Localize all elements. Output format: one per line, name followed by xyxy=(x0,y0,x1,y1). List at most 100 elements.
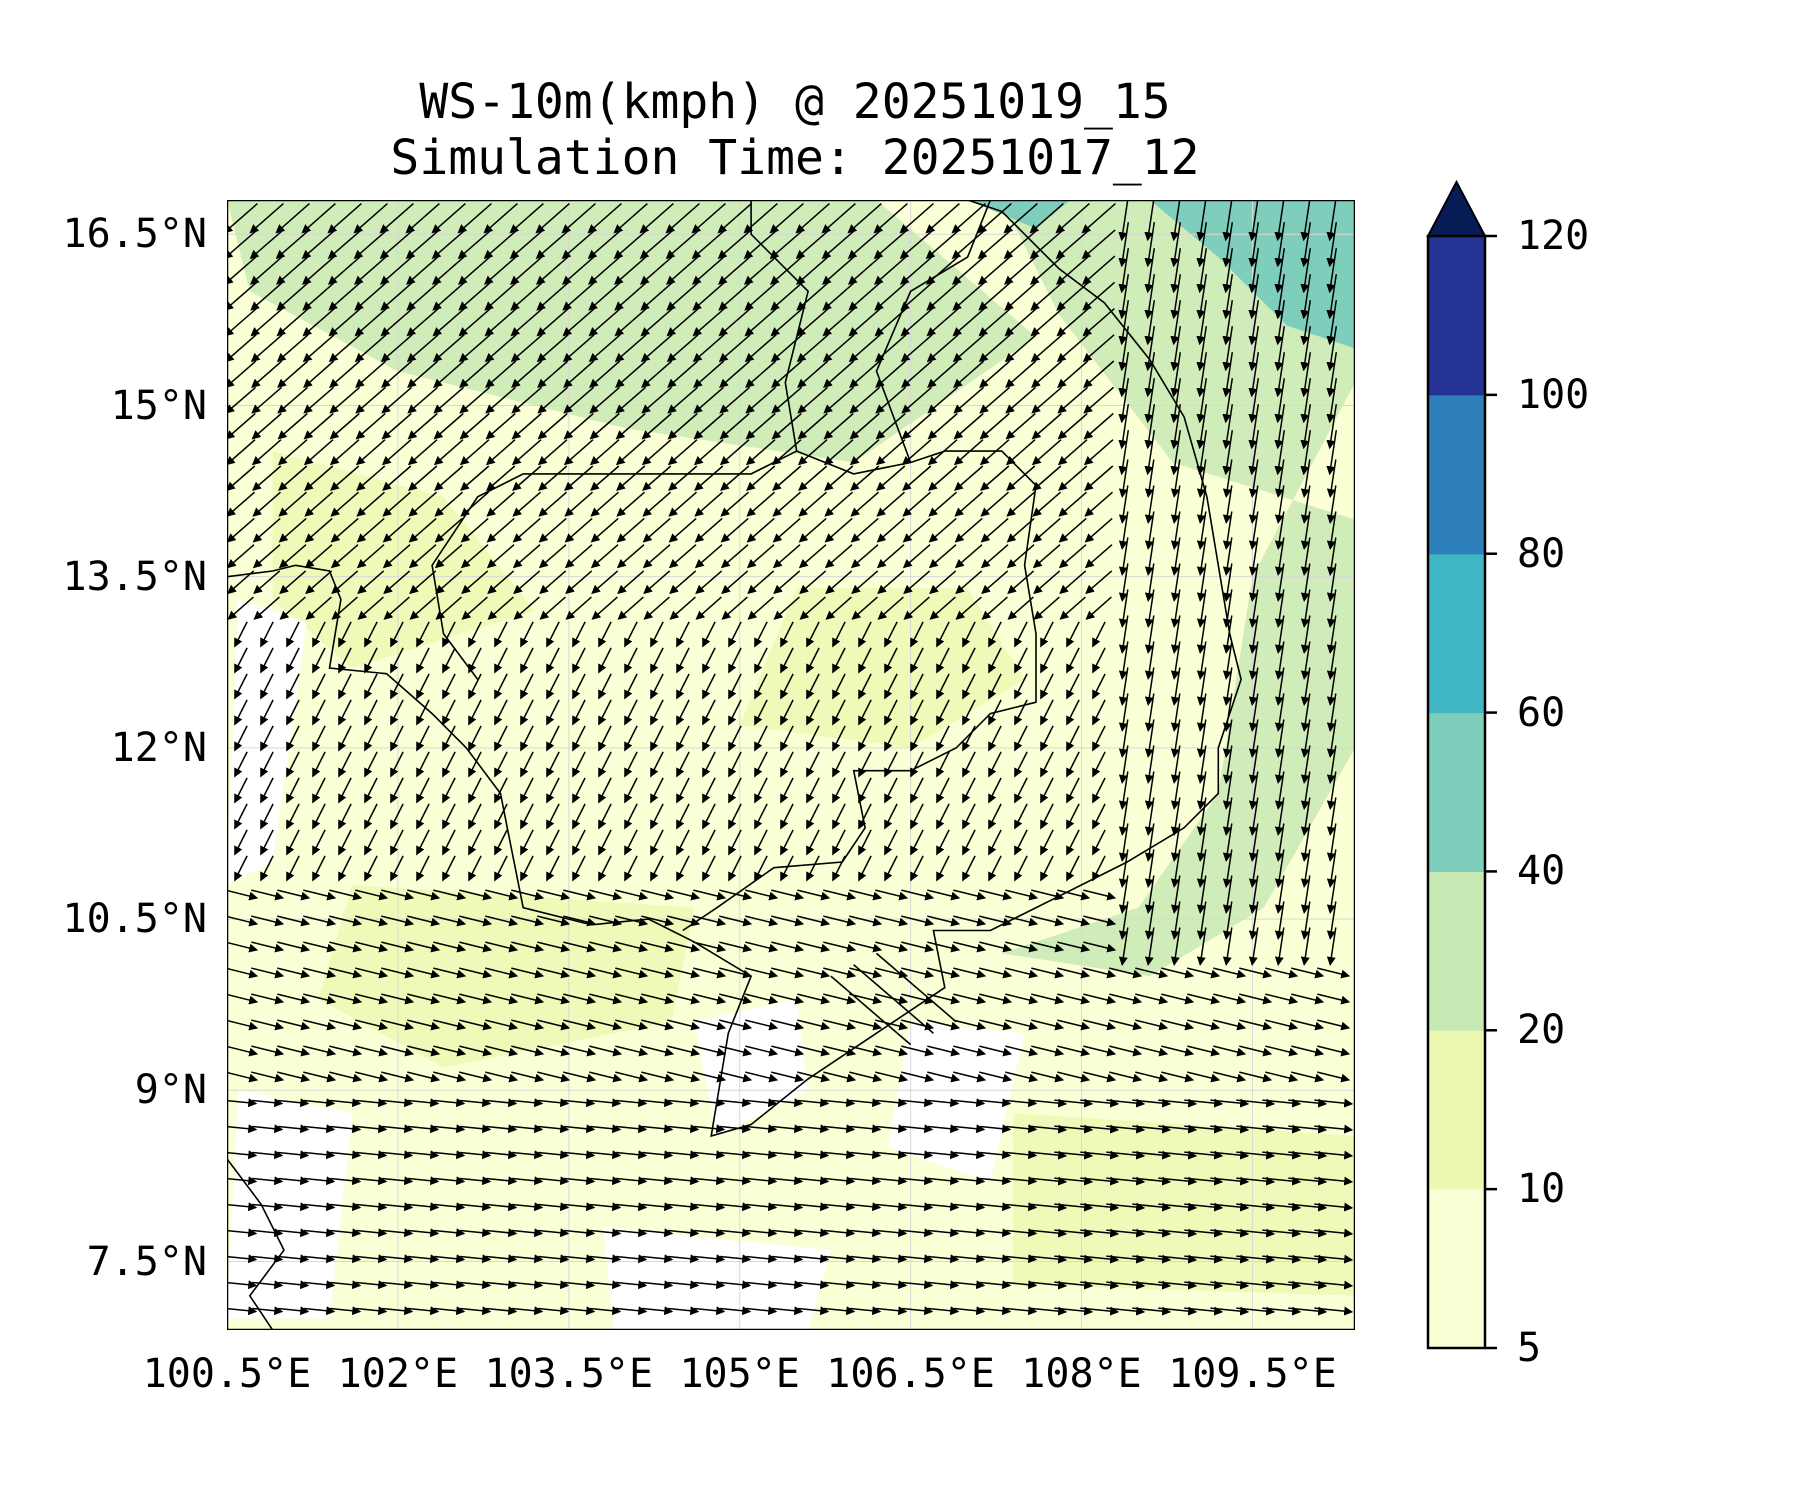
wind-arrow xyxy=(1170,404,1182,450)
wind-arrow xyxy=(1248,459,1259,498)
wind-arrow xyxy=(1196,300,1208,346)
wind-arrow xyxy=(876,465,906,491)
wind-arrow xyxy=(431,229,466,260)
wind-arrow xyxy=(1326,511,1337,550)
wind-arrow xyxy=(329,412,360,440)
wind-arrow xyxy=(925,255,960,285)
wind-arrow xyxy=(485,360,517,388)
wind-arrow xyxy=(381,386,413,414)
wind-arrow xyxy=(642,491,671,517)
wind-arrow xyxy=(1144,200,1155,242)
wind-arrow xyxy=(694,491,723,517)
wind-arrow xyxy=(824,465,854,491)
wind-arrow xyxy=(824,491,853,517)
wind-arrow xyxy=(536,334,569,363)
wind-arrow xyxy=(379,255,414,285)
wind-arrow xyxy=(978,334,1011,363)
wind-arrow xyxy=(435,596,462,620)
wind-arrow xyxy=(668,544,697,569)
wind-arrow xyxy=(875,360,907,388)
wind-arrow xyxy=(1030,334,1063,363)
wind-arrow xyxy=(825,596,852,620)
wind-arrow xyxy=(1196,274,1208,320)
wind-arrow xyxy=(1144,563,1155,602)
wind-arrow xyxy=(538,491,567,517)
wind-arrow xyxy=(929,596,956,620)
wind-arrow xyxy=(303,412,334,440)
wind-arrow xyxy=(406,308,439,337)
wind-arrow xyxy=(1222,459,1233,498)
wind-arrow xyxy=(903,596,930,620)
wind-arrow xyxy=(1170,430,1182,476)
wind-arrow xyxy=(487,596,514,620)
wind-arrow xyxy=(773,570,801,595)
wind-arrow xyxy=(486,517,515,543)
wind-arrow xyxy=(1248,537,1259,576)
wind-arrow xyxy=(459,439,490,466)
wind-arrow xyxy=(875,412,906,440)
wind-arrow xyxy=(562,334,595,363)
wind-arrow xyxy=(277,412,308,440)
wind-arrow xyxy=(902,544,931,569)
wind-arrow xyxy=(745,360,777,388)
wind-arrow xyxy=(747,570,775,595)
wind-arrow xyxy=(278,517,307,543)
wind-arrow xyxy=(1300,222,1312,268)
wind-arrow xyxy=(251,412,282,440)
wind-arrow xyxy=(977,229,1012,260)
wind-arrow xyxy=(1326,248,1338,294)
wind-speed-map xyxy=(227,200,1355,1330)
wind-arrow xyxy=(1326,485,1337,524)
wind-arrow xyxy=(227,360,257,388)
wind-arrow xyxy=(1222,248,1234,294)
wind-arrow xyxy=(406,281,440,311)
wind-arrow xyxy=(457,255,492,285)
wind-arrow xyxy=(253,596,280,620)
wind-arrow xyxy=(954,517,983,543)
wind-arrow xyxy=(405,229,440,260)
wind-arrow xyxy=(1118,326,1130,372)
wind-arrow xyxy=(277,360,309,388)
wind-arrow xyxy=(227,308,257,337)
wind-arrow xyxy=(769,229,804,260)
wind-arrow xyxy=(1248,248,1260,294)
wind-arrow xyxy=(616,491,645,517)
wind-arrow xyxy=(1144,537,1155,576)
wind-arrow xyxy=(614,281,648,311)
wind-arrow xyxy=(772,491,801,517)
wind-arrow xyxy=(1144,248,1156,294)
wind-arrow xyxy=(331,596,358,620)
wind-arrow xyxy=(1196,459,1207,498)
wind-arrow xyxy=(409,570,437,595)
wind-arrow xyxy=(1007,596,1034,620)
wind-arrow xyxy=(797,412,828,440)
wind-arrow xyxy=(587,203,622,234)
wind-arrow xyxy=(1084,517,1113,543)
wind-arrow xyxy=(899,255,934,285)
colorbar-segment xyxy=(1428,236,1485,396)
wind-arrow xyxy=(1300,326,1312,372)
wind-arrow xyxy=(381,360,413,388)
wind-arrow xyxy=(327,229,362,260)
lon-tick-label: 106.5°E xyxy=(826,1351,995,1397)
wind-arrow xyxy=(1006,544,1035,569)
wind-arrow xyxy=(824,544,853,569)
wind-arrow xyxy=(1274,537,1285,576)
mekong-delta-channel xyxy=(875,952,957,1023)
wind-arrow xyxy=(252,491,281,517)
wind-arrow xyxy=(1058,544,1087,569)
wind-arrow xyxy=(535,255,570,285)
wind-arrow xyxy=(356,491,385,517)
wind-arrow xyxy=(1144,430,1156,476)
wind-arrow xyxy=(927,386,959,414)
wind-arrow xyxy=(1300,511,1311,550)
wind-arrow xyxy=(954,491,983,517)
wind-arrow xyxy=(953,439,984,466)
wind-arrow xyxy=(877,570,905,595)
wind-arrow xyxy=(538,517,567,543)
wind-arrow xyxy=(665,255,700,285)
wind-arrow xyxy=(1170,326,1182,372)
wind-arrow xyxy=(1006,491,1035,517)
wind-arrow xyxy=(1005,386,1037,414)
wind-arrow xyxy=(823,439,854,466)
